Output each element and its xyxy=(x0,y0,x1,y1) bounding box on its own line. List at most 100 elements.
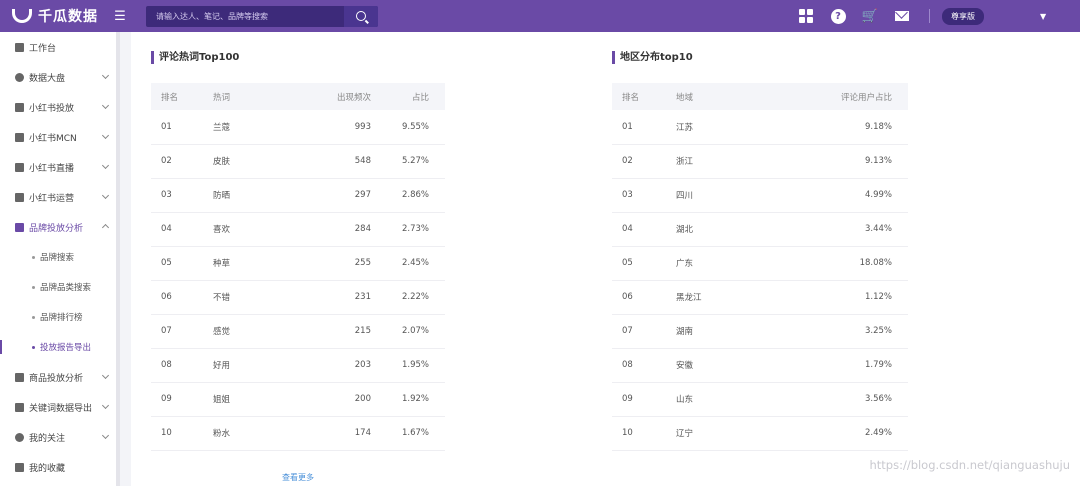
sidebar-item-label: 小红书投放 xyxy=(29,103,75,114)
region-panel: 地区分布top10 排名 地域 评论用户占比 01 江苏 9.18% 02 浙江 9.13… xyxy=(612,32,912,451)
menu-toggle-icon[interactable]: ☰ xyxy=(114,8,126,24)
table-cell-rank: 01 xyxy=(612,110,666,145)
hot-words-panel: 评论热词Top100 排名 热词 出现频次 占比 01 兰蔻 993 9.55% 02 皮… xyxy=(151,32,451,451)
watermark: https://blog.csdn.net/qianguashuju xyxy=(869,458,1070,472)
collection-icon xyxy=(15,462,24,472)
table-cell-count: 231 xyxy=(291,280,371,315)
table-cell-pct: 5.27% xyxy=(371,144,445,179)
sidebar-subitem-label: 品牌搜索 xyxy=(40,253,75,263)
search-bar xyxy=(146,5,378,27)
mail-icon[interactable] xyxy=(891,0,913,32)
table-row: 02 浙江 9.13% xyxy=(612,144,908,179)
table-cell-word: 防晒 xyxy=(203,178,291,213)
cart-icon[interactable]: 🛒 xyxy=(861,8,879,24)
operation-icon xyxy=(15,192,24,202)
table-cell-share: 1.79% xyxy=(786,348,908,383)
header-divider xyxy=(929,9,930,23)
view-more-link[interactable]: 查看更多 xyxy=(282,473,314,482)
sidebar-item-label: 商品投放分析 xyxy=(29,373,84,384)
help-icon[interactable]: ? xyxy=(827,0,849,32)
sidebar-item-my-collection[interactable]: 我的收藏 xyxy=(0,452,118,482)
table-cell-rank: 08 xyxy=(612,348,666,383)
table-row: 09 山东 3.56% xyxy=(612,382,908,417)
table-cell-rank: 10 xyxy=(612,416,666,451)
sidebar-item-workbench[interactable]: 工作台 xyxy=(0,32,118,62)
table-cell-region: 江苏 xyxy=(666,110,786,145)
table-cell-rank: 04 xyxy=(151,212,203,247)
table-row: 10 辽宁 2.49% xyxy=(612,416,908,451)
table-cell-rank: 08 xyxy=(151,348,203,383)
apps-grid-icon[interactable] xyxy=(795,0,817,32)
sidebar-subitem-brand-ranking[interactable]: 品牌排行榜 xyxy=(0,302,118,332)
sidebar-item-brand-analysis[interactable]: 品牌投放分析 xyxy=(0,212,118,242)
table-row: 01 江苏 9.18% xyxy=(612,110,908,145)
column-header: 排名 xyxy=(612,83,666,110)
eye-icon xyxy=(15,432,24,442)
sidebar-subitem-brand-category-search[interactable]: 品牌品类搜索 xyxy=(0,272,118,302)
table-row: 07 湖南 3.25% xyxy=(612,314,908,349)
sidebar-item-data-overview[interactable]: 数据大盘 xyxy=(0,62,118,92)
table-cell-region: 湖北 xyxy=(666,212,786,247)
delivery-icon xyxy=(15,102,24,112)
sidebar-scrollbar[interactable] xyxy=(116,32,120,486)
bullet-icon xyxy=(32,345,35,349)
sidebar-item-xhs-delivery[interactable]: 小红书投放 xyxy=(0,92,118,122)
chevron-down-icon xyxy=(101,431,110,440)
search-input[interactable] xyxy=(146,5,344,27)
brand-name: 千瓜数据 xyxy=(38,9,98,25)
dashboard-icon xyxy=(15,42,24,52)
sidebar-item-xhs-live[interactable]: 小红书直播 xyxy=(0,152,118,182)
table-row: 03 四川 4.99% xyxy=(612,178,908,213)
sidebar-subitem-brand-search[interactable]: 品牌搜索 xyxy=(0,242,118,272)
table-cell-count: 215 xyxy=(291,314,371,349)
logo[interactable]: 千瓜数据 xyxy=(0,6,110,26)
sidebar-item-label: 关键词数据导出 xyxy=(29,403,93,414)
table-cell-count: 284 xyxy=(291,212,371,247)
table-cell-pct: 2.22% xyxy=(371,280,445,315)
table-row: 09 姐姐 200 1.92% xyxy=(151,382,445,417)
table-row: 02 皮肤 548 5.27% xyxy=(151,144,445,179)
sidebar-subitem-label: 品牌品类搜索 xyxy=(40,283,92,293)
table-cell-share: 9.18% xyxy=(786,110,908,145)
sidebar-item-product-analysis[interactable]: 商品投放分析 xyxy=(0,362,118,392)
export-icon xyxy=(15,402,24,412)
hot-words-title: 评论热词Top100 xyxy=(151,51,451,64)
chevron-down-icon xyxy=(101,371,110,380)
product-icon xyxy=(15,372,24,382)
table-cell-count: 255 xyxy=(291,246,371,281)
table-row: 08 好用 203 1.95% xyxy=(151,348,445,383)
table-cell-word: 感觉 xyxy=(203,314,291,349)
table-cell-share: 4.99% xyxy=(786,178,908,213)
table-row: 06 不错 231 2.22% xyxy=(151,280,445,315)
table-cell-count: 200 xyxy=(291,382,371,417)
table-cell-share: 3.44% xyxy=(786,212,908,247)
table-cell-rank: 04 xyxy=(612,212,666,247)
table-row: 03 防晒 297 2.86% xyxy=(151,178,445,213)
sidebar-item-xhs-operation[interactable]: 小红书运营 xyxy=(0,182,118,212)
sidebar-item-xhs-mcn[interactable]: 小红书MCN xyxy=(0,122,118,152)
table-cell-word: 喜欢 xyxy=(203,212,291,247)
bullet-icon xyxy=(32,315,35,319)
sidebar-item-keyword-export[interactable]: 关键词数据导出 xyxy=(0,392,118,422)
table-cell-count: 548 xyxy=(291,144,371,179)
table-cell-region: 广东 xyxy=(666,246,786,281)
chevron-down-icon xyxy=(101,191,110,200)
search-button[interactable] xyxy=(344,5,378,27)
sidebar-subitem-label: 投放报告导出 xyxy=(40,343,92,353)
column-header: 热词 xyxy=(203,83,291,110)
sidebar-item-my-follows[interactable]: 我的关注 xyxy=(0,422,118,452)
table-cell-pct: 1.92% xyxy=(371,382,445,417)
pie-icon xyxy=(15,72,24,82)
column-header: 排名 xyxy=(151,83,203,110)
column-header: 地域 xyxy=(666,83,786,110)
table-cell-rank: 07 xyxy=(151,314,203,349)
table-cell-rank: 06 xyxy=(151,280,203,315)
table-cell-word: 不错 xyxy=(203,280,291,315)
sidebar-subitem-report-export[interactable]: 投放报告导出 xyxy=(0,332,118,362)
version-badge[interactable]: 尊享版 xyxy=(942,7,984,25)
table-cell-rank: 05 xyxy=(151,246,203,281)
chevron-down-icon xyxy=(101,161,110,170)
user-dropdown-icon[interactable]: ▼ xyxy=(1040,11,1047,21)
table-row: 05 种草 255 2.45% xyxy=(151,246,445,281)
column-header: 占比 xyxy=(371,83,445,110)
